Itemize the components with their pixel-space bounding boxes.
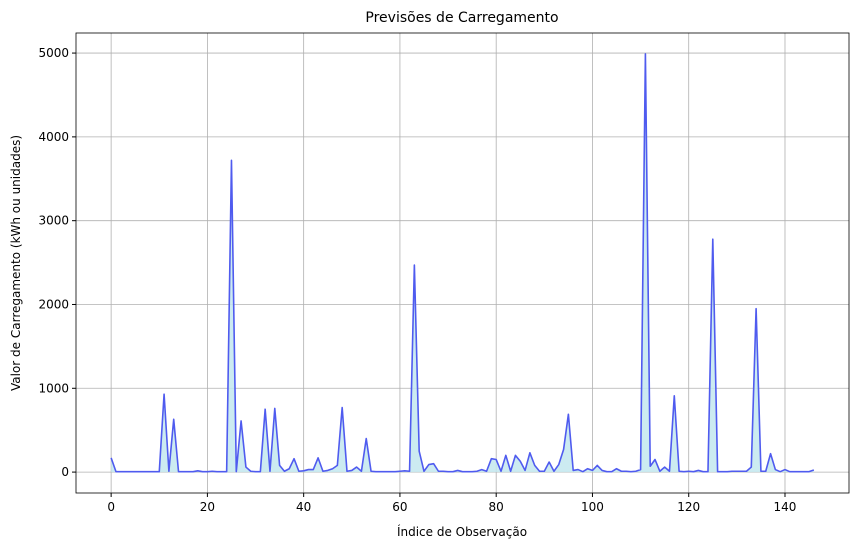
- x-tick-label: 80: [489, 500, 504, 514]
- line: [110, 53, 815, 473]
- x-tick-label: 20: [200, 500, 215, 514]
- plot-frame: [75, 32, 850, 494]
- y-axis-label: Valor de Carregamento (kWh ou unidades): [9, 135, 23, 391]
- y-tick-label: 3000: [38, 214, 69, 228]
- x-tick-label: 120: [677, 500, 700, 514]
- x-tick-label: 100: [581, 500, 604, 514]
- x-tick-label: 140: [774, 500, 797, 514]
- y-tick-label: 1000: [38, 381, 69, 395]
- x-axis-label: Índice de Observação: [397, 524, 527, 539]
- y-tick-label: 4000: [38, 130, 69, 144]
- area: [111, 53, 814, 473]
- y-tick-label: 5000: [38, 46, 69, 60]
- y-tick-label: 0: [61, 465, 69, 479]
- y-tick-label: 2000: [38, 297, 69, 311]
- x-tick-label: 40: [296, 500, 311, 514]
- x-tick-label: 60: [392, 500, 407, 514]
- x-tick-label: 0: [107, 500, 115, 514]
- chart-title: Previsões de Carregamento: [365, 10, 558, 26]
